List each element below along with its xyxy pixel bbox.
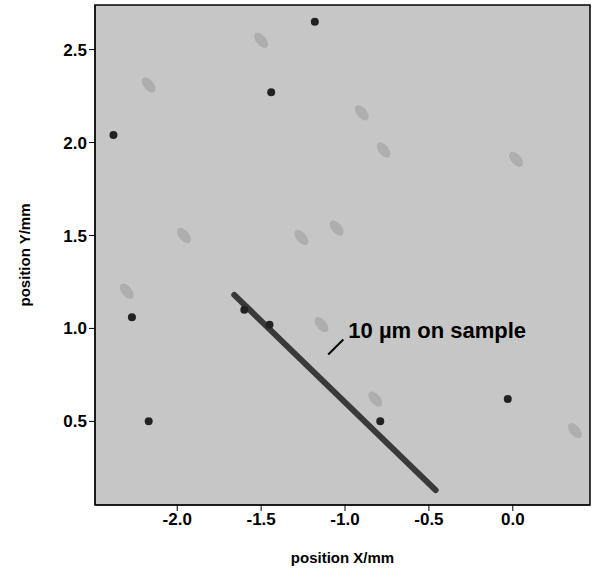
svg-text:2.5: 2.5 xyxy=(63,41,87,60)
svg-text:-0.5: -0.5 xyxy=(414,510,443,529)
svg-text:2.0: 2.0 xyxy=(63,134,87,153)
svg-text:-1.0: -1.0 xyxy=(330,510,359,529)
svg-text:1.5: 1.5 xyxy=(63,227,87,246)
svg-text:position Y/mm: position Y/mm xyxy=(16,203,33,306)
svg-text:0.0: 0.0 xyxy=(501,510,525,529)
svg-text:-1.5: -1.5 xyxy=(246,510,275,529)
svg-text:position X/mm: position X/mm xyxy=(291,549,394,566)
svg-text:-2.0: -2.0 xyxy=(163,510,192,529)
svg-text:0.5: 0.5 xyxy=(63,412,87,431)
svg-text:10 µm on sample: 10 µm on sample xyxy=(348,318,526,343)
svg-text:1.0: 1.0 xyxy=(63,319,87,338)
